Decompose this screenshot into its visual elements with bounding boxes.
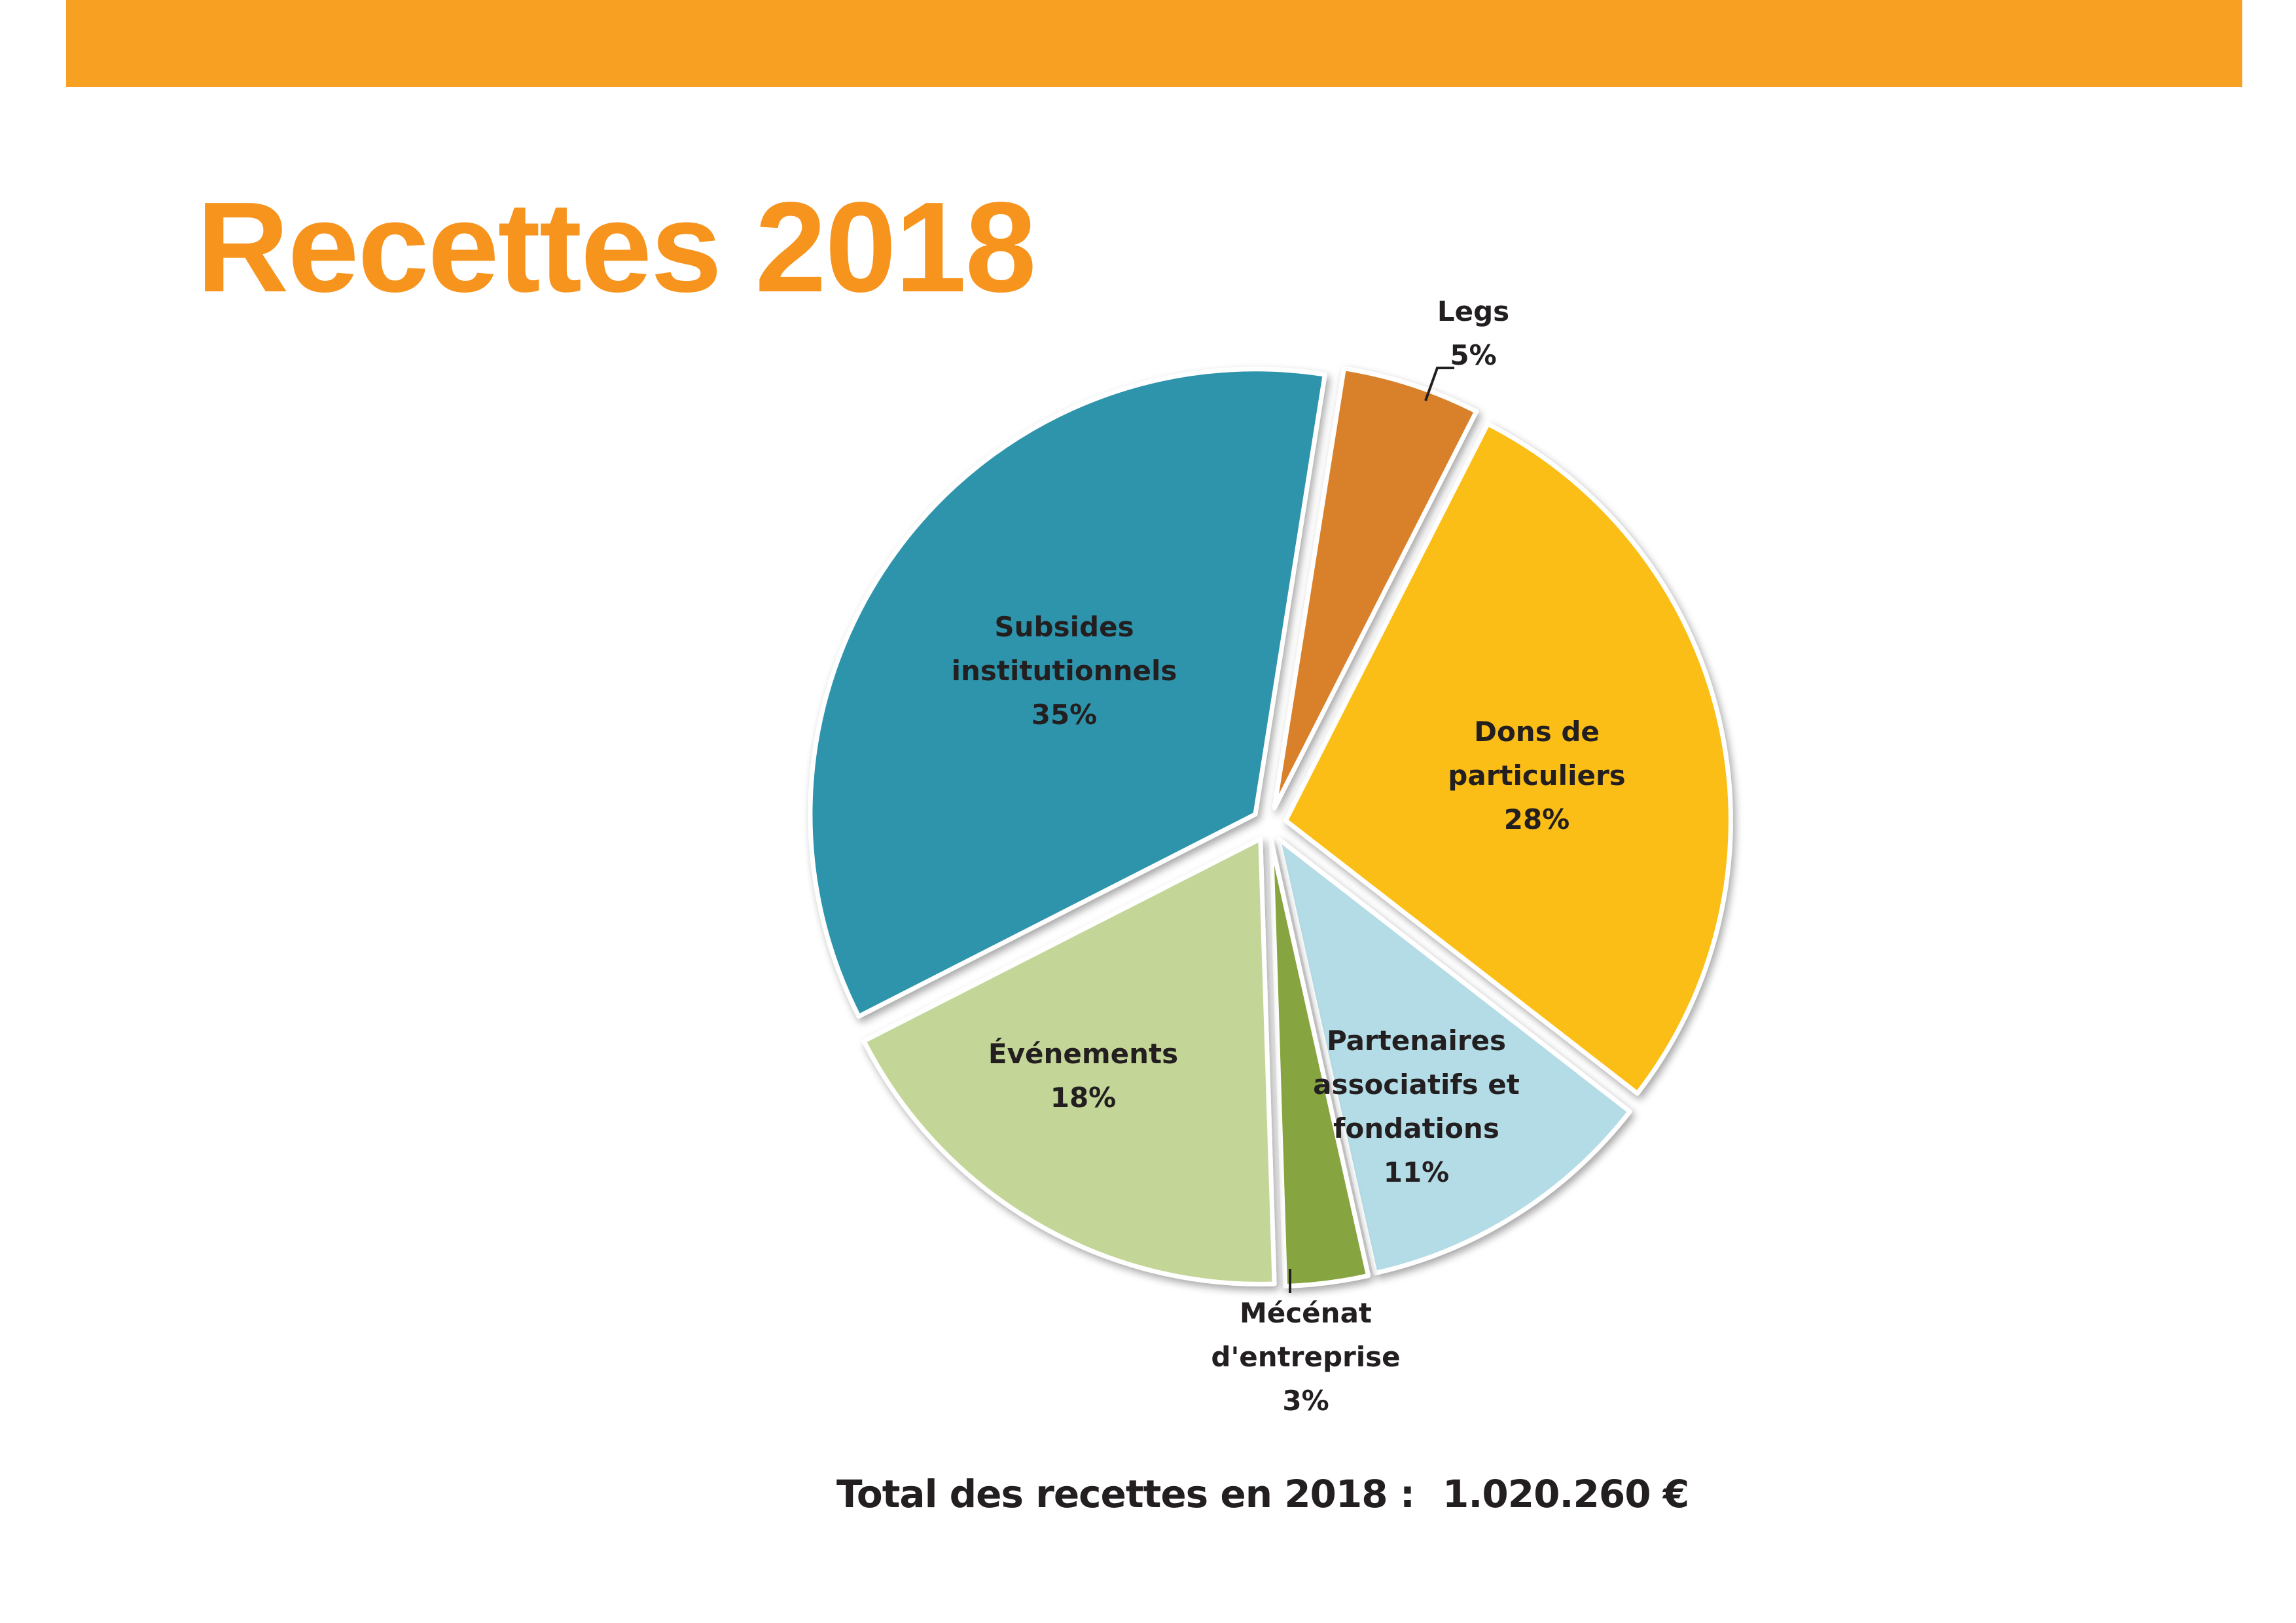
pie-slice <box>808 367 1327 1019</box>
total-label: Total des recettes en 2018 : <box>836 1472 1415 1516</box>
slice-label: Partenaires associatifs et fondations 11% <box>1313 1025 1520 1188</box>
slice-label: Événements 18% <box>988 1037 1178 1114</box>
leader-line <box>1424 367 1454 401</box>
leader-lines <box>1289 367 1454 1293</box>
slice-label: Dons de particuliers 28% <box>1448 716 1625 835</box>
pie-slices <box>808 366 1733 1288</box>
pie-slice <box>1276 836 1632 1276</box>
pie-slice <box>1283 421 1733 1096</box>
slice-label: Subsides institutionnels 35% <box>952 611 1177 731</box>
total-value: 1.020.260 € <box>1443 1472 1689 1516</box>
header-bar <box>66 0 2242 87</box>
slice-label: Mécénat d'entreprise 3% <box>1211 1297 1400 1417</box>
pie-slice <box>1268 839 1371 1288</box>
pie-slice <box>861 836 1277 1286</box>
slice-label: Legs 5% <box>1437 295 1509 371</box>
pie-slice <box>1272 366 1479 811</box>
slice-labels: Legs 5% Dons de particuliers 28% Partenaires a… <box>952 295 1626 1417</box>
page-title: Recettes 2018 <box>196 175 1037 319</box>
